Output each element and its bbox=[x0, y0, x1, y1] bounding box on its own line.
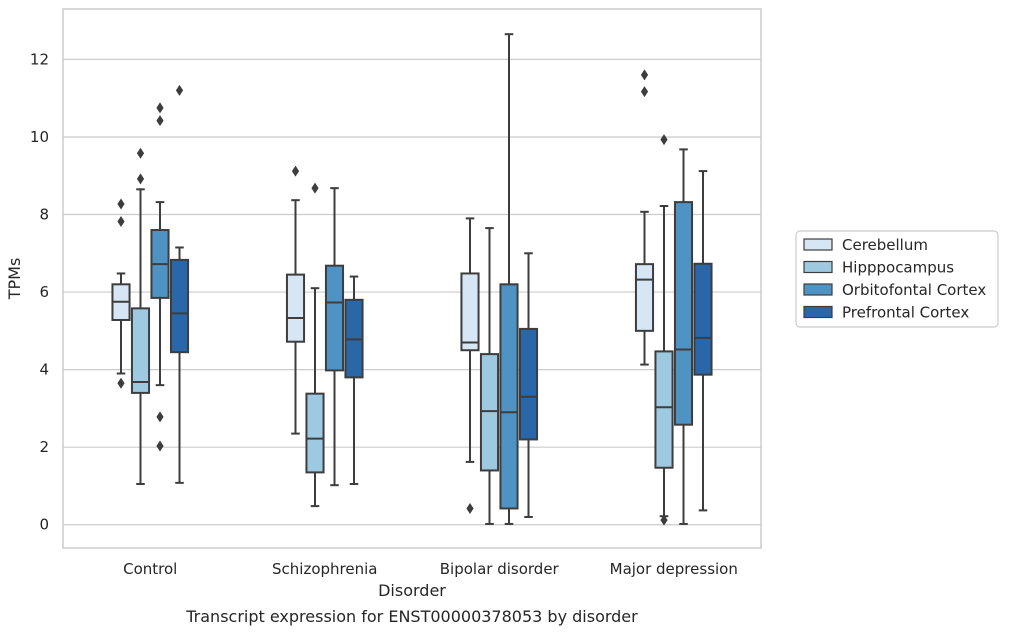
y-tick-label: 0 bbox=[39, 516, 49, 534]
box-group bbox=[324, 187, 345, 487]
box bbox=[499, 283, 519, 510]
outlier-point bbox=[117, 377, 125, 389]
outlier-point bbox=[136, 147, 145, 159]
outlier-point bbox=[156, 102, 164, 114]
box bbox=[673, 201, 694, 426]
box-group bbox=[344, 275, 364, 486]
chart-caption: Transcript expression for ENST0000037805… bbox=[185, 607, 638, 626]
box bbox=[479, 353, 500, 472]
box-group bbox=[111, 198, 131, 389]
box-group bbox=[499, 33, 519, 525]
outlier-point bbox=[640, 69, 649, 81]
legend-label: Prefrontal Cortex bbox=[842, 304, 969, 322]
outlier-point bbox=[175, 84, 184, 96]
y-axis-ticks: 0 2 4 6 8 10 12 bbox=[30, 50, 49, 533]
box-group bbox=[460, 217, 480, 514]
box bbox=[634, 263, 655, 332]
box-group bbox=[305, 182, 325, 508]
y-tick-label: 8 bbox=[39, 206, 49, 224]
box-group bbox=[634, 69, 655, 366]
outlier-point bbox=[311, 182, 319, 194]
box-group bbox=[150, 102, 170, 452]
outlier-point bbox=[660, 134, 668, 146]
box-group bbox=[518, 252, 539, 518]
outlier-point bbox=[117, 215, 125, 227]
box-group bbox=[673, 148, 694, 525]
box bbox=[305, 392, 325, 474]
legend-label: Cerebellum bbox=[842, 236, 928, 254]
legend-frame bbox=[795, 230, 999, 328]
legend: Cerebellum Hipppocampus Orbitofontal Corte… bbox=[795, 230, 999, 328]
outlier-point bbox=[136, 173, 145, 185]
legend-swatch bbox=[803, 238, 833, 251]
legend-label: Hipppocampus bbox=[842, 259, 954, 277]
outlier-point bbox=[291, 165, 300, 177]
y-tick-label: 12 bbox=[30, 50, 49, 68]
x-tick-label: Schizophrenia bbox=[272, 560, 377, 578]
legend-swatch bbox=[803, 260, 833, 274]
box bbox=[285, 273, 306, 343]
outlier-point bbox=[117, 198, 125, 210]
outlier-point bbox=[156, 115, 164, 127]
x-tick-label: Control bbox=[123, 560, 177, 578]
y-tick-label: 6 bbox=[39, 283, 49, 301]
boxes bbox=[111, 33, 713, 526]
outlier-point bbox=[660, 514, 668, 526]
box bbox=[169, 258, 190, 354]
legend-swatch bbox=[803, 283, 833, 296]
box bbox=[693, 262, 713, 376]
legend-swatch bbox=[803, 305, 833, 319]
x-tick-label: Bipolar disorder bbox=[440, 560, 560, 578]
x-tick-label: Major depression bbox=[610, 560, 738, 578]
y-axis-title: TPMs bbox=[5, 258, 24, 301]
box bbox=[654, 350, 674, 469]
plot-area bbox=[62, 8, 762, 549]
box-group bbox=[693, 170, 713, 512]
box bbox=[518, 327, 539, 441]
y-tick-label: 10 bbox=[30, 128, 49, 146]
x-axis-ticks: Control Schizophrenia Bipolar disorder Majo… bbox=[123, 560, 738, 578]
y-tick-label: 2 bbox=[39, 438, 49, 456]
outlier-point bbox=[156, 411, 164, 423]
box-group bbox=[130, 147, 151, 486]
box bbox=[324, 264, 345, 372]
outlier-point bbox=[466, 502, 474, 514]
outlier-point bbox=[640, 86, 649, 98]
legend-label: Orbitofontal Cortex bbox=[842, 281, 986, 299]
box-group bbox=[654, 134, 674, 526]
box-group bbox=[285, 165, 306, 435]
box bbox=[130, 307, 151, 394]
x-axis-title: Disorder bbox=[378, 581, 446, 600]
box-group bbox=[479, 227, 500, 525]
box-group bbox=[169, 84, 190, 484]
y-tick-label: 4 bbox=[39, 361, 49, 379]
box bbox=[460, 272, 480, 352]
outlier-point bbox=[156, 440, 164, 452]
